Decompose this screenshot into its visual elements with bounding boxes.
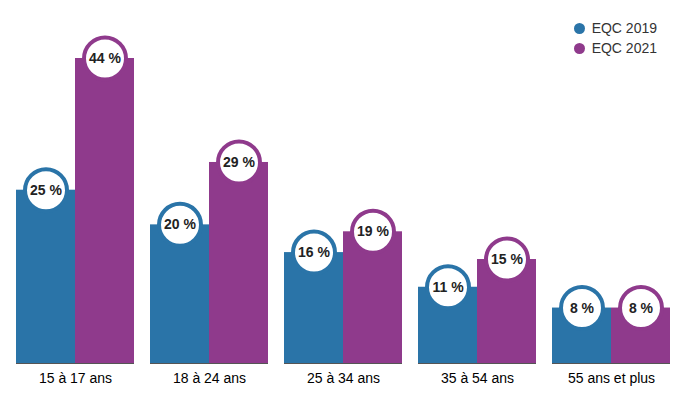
html-text:EQC 2021: EQC 2021 bbox=[591, 40, 657, 56]
svg-text:35 à 54 ans: 35 à 54 ans bbox=[441, 370, 514, 386]
svg-text:18 à 24 ans: 18 à 24 ans bbox=[173, 370, 246, 386]
svg-text:25 %: 25 % bbox=[30, 182, 62, 198]
svg-text:19 %: 19 % bbox=[357, 223, 389, 239]
html-text:EQC 2019: EQC 2019 bbox=[591, 20, 657, 36]
svg-text:11 %: 11 % bbox=[432, 279, 464, 295]
svg-text:29 %: 29 % bbox=[223, 154, 255, 170]
svg-text:8 %: 8 % bbox=[570, 300, 595, 316]
svg-text:15 à 17 ans: 15 à 17 ans bbox=[39, 370, 112, 386]
svg-text:20 %: 20 % bbox=[164, 216, 196, 232]
svg-text:44 %: 44 % bbox=[89, 50, 121, 66]
svg-text:25 à 34 ans: 25 à 34 ans bbox=[307, 370, 380, 386]
svg-text:55 ans et plus: 55 ans et plus bbox=[568, 370, 655, 386]
svg-text:16 %: 16 % bbox=[298, 244, 330, 260]
svg-text:15 %: 15 % bbox=[491, 251, 523, 267]
svg-text:8 %: 8 % bbox=[629, 300, 654, 316]
